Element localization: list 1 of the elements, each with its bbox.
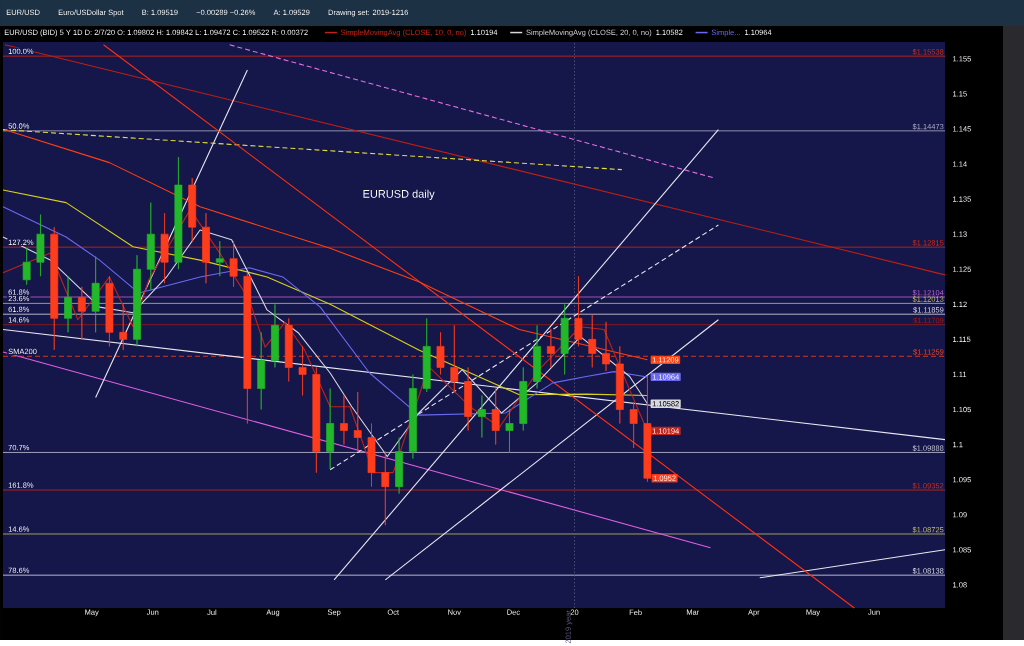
text: EURUSD daily <box>363 189 435 201</box>
